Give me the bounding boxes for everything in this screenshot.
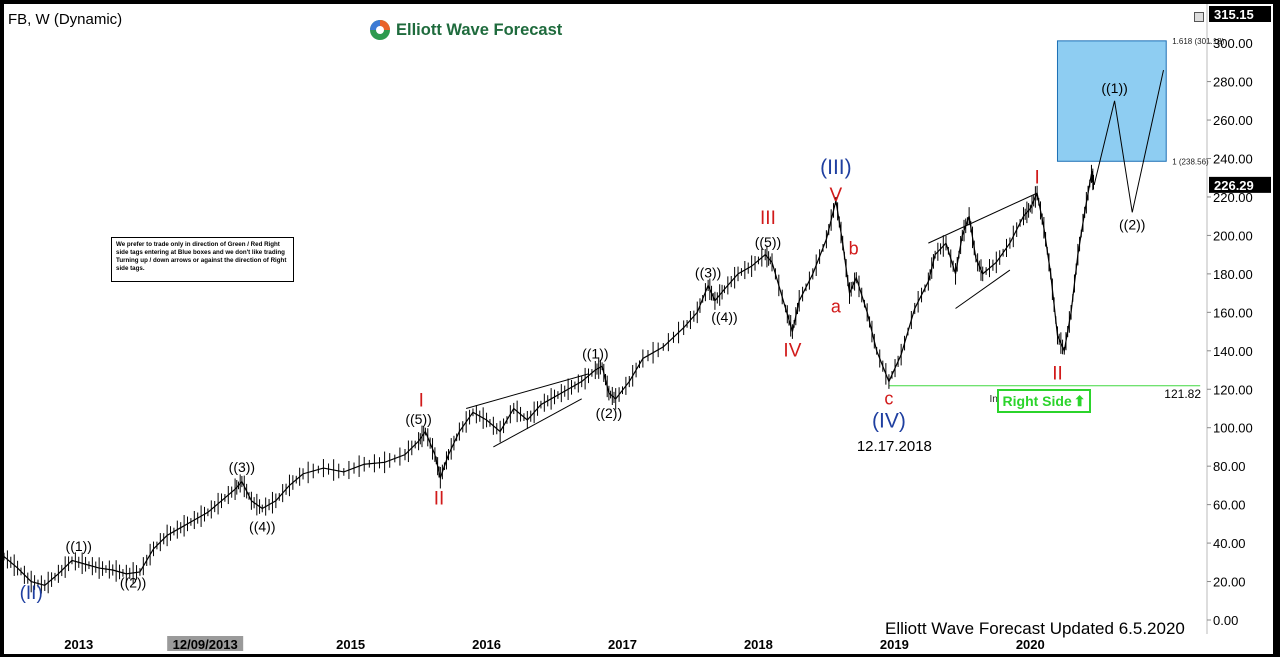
- wave-label: b: [849, 239, 859, 259]
- y-tick-label: 260.00: [1213, 113, 1253, 128]
- price-series-layer: [3, 69, 1164, 594]
- invalidation-value: 121.82: [1164, 387, 1201, 401]
- y-tick-label: 20.00: [1213, 575, 1246, 590]
- y-tick-label: 80.00: [1213, 459, 1246, 474]
- elliott-wave-logo-icon: [370, 20, 390, 40]
- x-tick-label: 2017: [608, 637, 637, 652]
- y-tick-label: 160.00: [1213, 305, 1253, 320]
- fib-level-label: 1.618 (301.18): [1172, 37, 1224, 46]
- right-side-tag: Right Side ⬆: [997, 389, 1091, 413]
- time-axis: [4, 634, 1273, 654]
- wave-label: ((1)): [582, 345, 608, 361]
- top-price-tag-bg: [1209, 6, 1271, 22]
- x-tick-highlight: [167, 636, 244, 651]
- wedge-line: [955, 269, 1011, 309]
- y-tick-label: 200.00: [1213, 228, 1253, 243]
- wave-label: ((3)): [695, 265, 721, 281]
- wave-label: a: [831, 296, 842, 316]
- wave-label: ((2)): [1119, 217, 1145, 233]
- x-tick-label: 2015: [336, 637, 365, 652]
- wave-label: ((4)): [711, 309, 737, 325]
- wave-label: ((3)): [229, 459, 255, 475]
- y-tick-label: 140.00: [1213, 344, 1253, 359]
- wave-label: I: [419, 391, 424, 412]
- y-tick-label: 40.00: [1213, 536, 1246, 551]
- y-tick-label: 300.00: [1213, 36, 1253, 51]
- wave-label: (II): [20, 583, 43, 604]
- y-axis-ticks: 0.00 20.00 40.00 60.00 80.00 100.00 120.00 140.…: [1207, 6, 1271, 628]
- wave-label: I: [1034, 168, 1039, 189]
- trading-note: We prefer to trade only in direction of …: [111, 237, 294, 282]
- x-tick-label: 2013: [64, 637, 93, 652]
- x-axis-ticks: 2013 12/09/2013 2015 2016 2017 2018 2019 2020: [64, 636, 1045, 652]
- current-price-tag: 226.29: [1214, 178, 1254, 193]
- x-tick-label: 12/09/2013: [173, 637, 238, 652]
- brand-name: Elliott Wave Forecast: [396, 20, 563, 39]
- wave-label: (IV): [872, 410, 906, 433]
- updated-label: Elliott Wave Forecast Updated 6.5.2020: [885, 619, 1185, 638]
- wedge-line: [928, 192, 1038, 244]
- top-price-tag: 315.15: [1214, 7, 1254, 22]
- wave-label: c: [884, 389, 893, 409]
- price-axis: [1207, 4, 1273, 634]
- y-tick-label: 180.00: [1213, 267, 1253, 282]
- y-tick-label: 100.00: [1213, 421, 1253, 436]
- wave-label: V: [830, 185, 843, 206]
- current-price-tag-bg: [1209, 176, 1271, 193]
- wave-label: ((5)): [405, 411, 431, 427]
- wave-label: (III): [820, 156, 852, 179]
- wave-label: ((1)): [1101, 80, 1127, 96]
- wave-label: ((2)): [120, 574, 146, 590]
- wave-label: ((4)): [249, 519, 275, 535]
- y-tick-label: 60.00: [1213, 498, 1246, 513]
- projection-path: [1093, 69, 1164, 213]
- x-tick-label: 2020: [1016, 637, 1045, 652]
- wave-label: ((5)): [755, 234, 781, 250]
- symbol-label: FB, W (Dynamic): [8, 11, 123, 28]
- right-side-label: Right Side: [1002, 393, 1072, 409]
- wedge-line: [493, 398, 582, 448]
- y-tick-label: 220.00: [1213, 190, 1253, 205]
- plot-area: [4, 4, 1207, 634]
- wave-labels-layer: (II)((1))((2))((3))((4))((5))III((1))((2…: [20, 80, 1146, 604]
- blue-box: [1056, 40, 1167, 162]
- wave-label: ((2)): [596, 405, 622, 421]
- y-tick-label: 280.00: [1213, 75, 1253, 90]
- y-tick-label: 240.00: [1213, 152, 1253, 167]
- wave-label: ((1)): [66, 538, 92, 554]
- x-tick-label: 2016: [472, 637, 501, 652]
- fib-level-label: 1 (238.56): [1172, 157, 1209, 166]
- y-tick-label: 120.00: [1213, 382, 1253, 397]
- x-tick-label: 2018: [744, 637, 773, 652]
- wave-label: IV: [783, 341, 801, 362]
- x-tick-label: 2019: [880, 637, 909, 652]
- up-arrow-icon: ⬆: [1073, 392, 1086, 409]
- wave-label: II: [434, 489, 445, 510]
- wave-label: II: [1052, 364, 1063, 385]
- window-icon[interactable]: [1194, 12, 1204, 22]
- wave-label: III: [760, 208, 776, 229]
- wave-label: 12.17.2018: [857, 438, 932, 455]
- brand-logo: Elliott Wave Forecast: [369, 19, 562, 41]
- y-tick-label: 0.00: [1213, 613, 1238, 628]
